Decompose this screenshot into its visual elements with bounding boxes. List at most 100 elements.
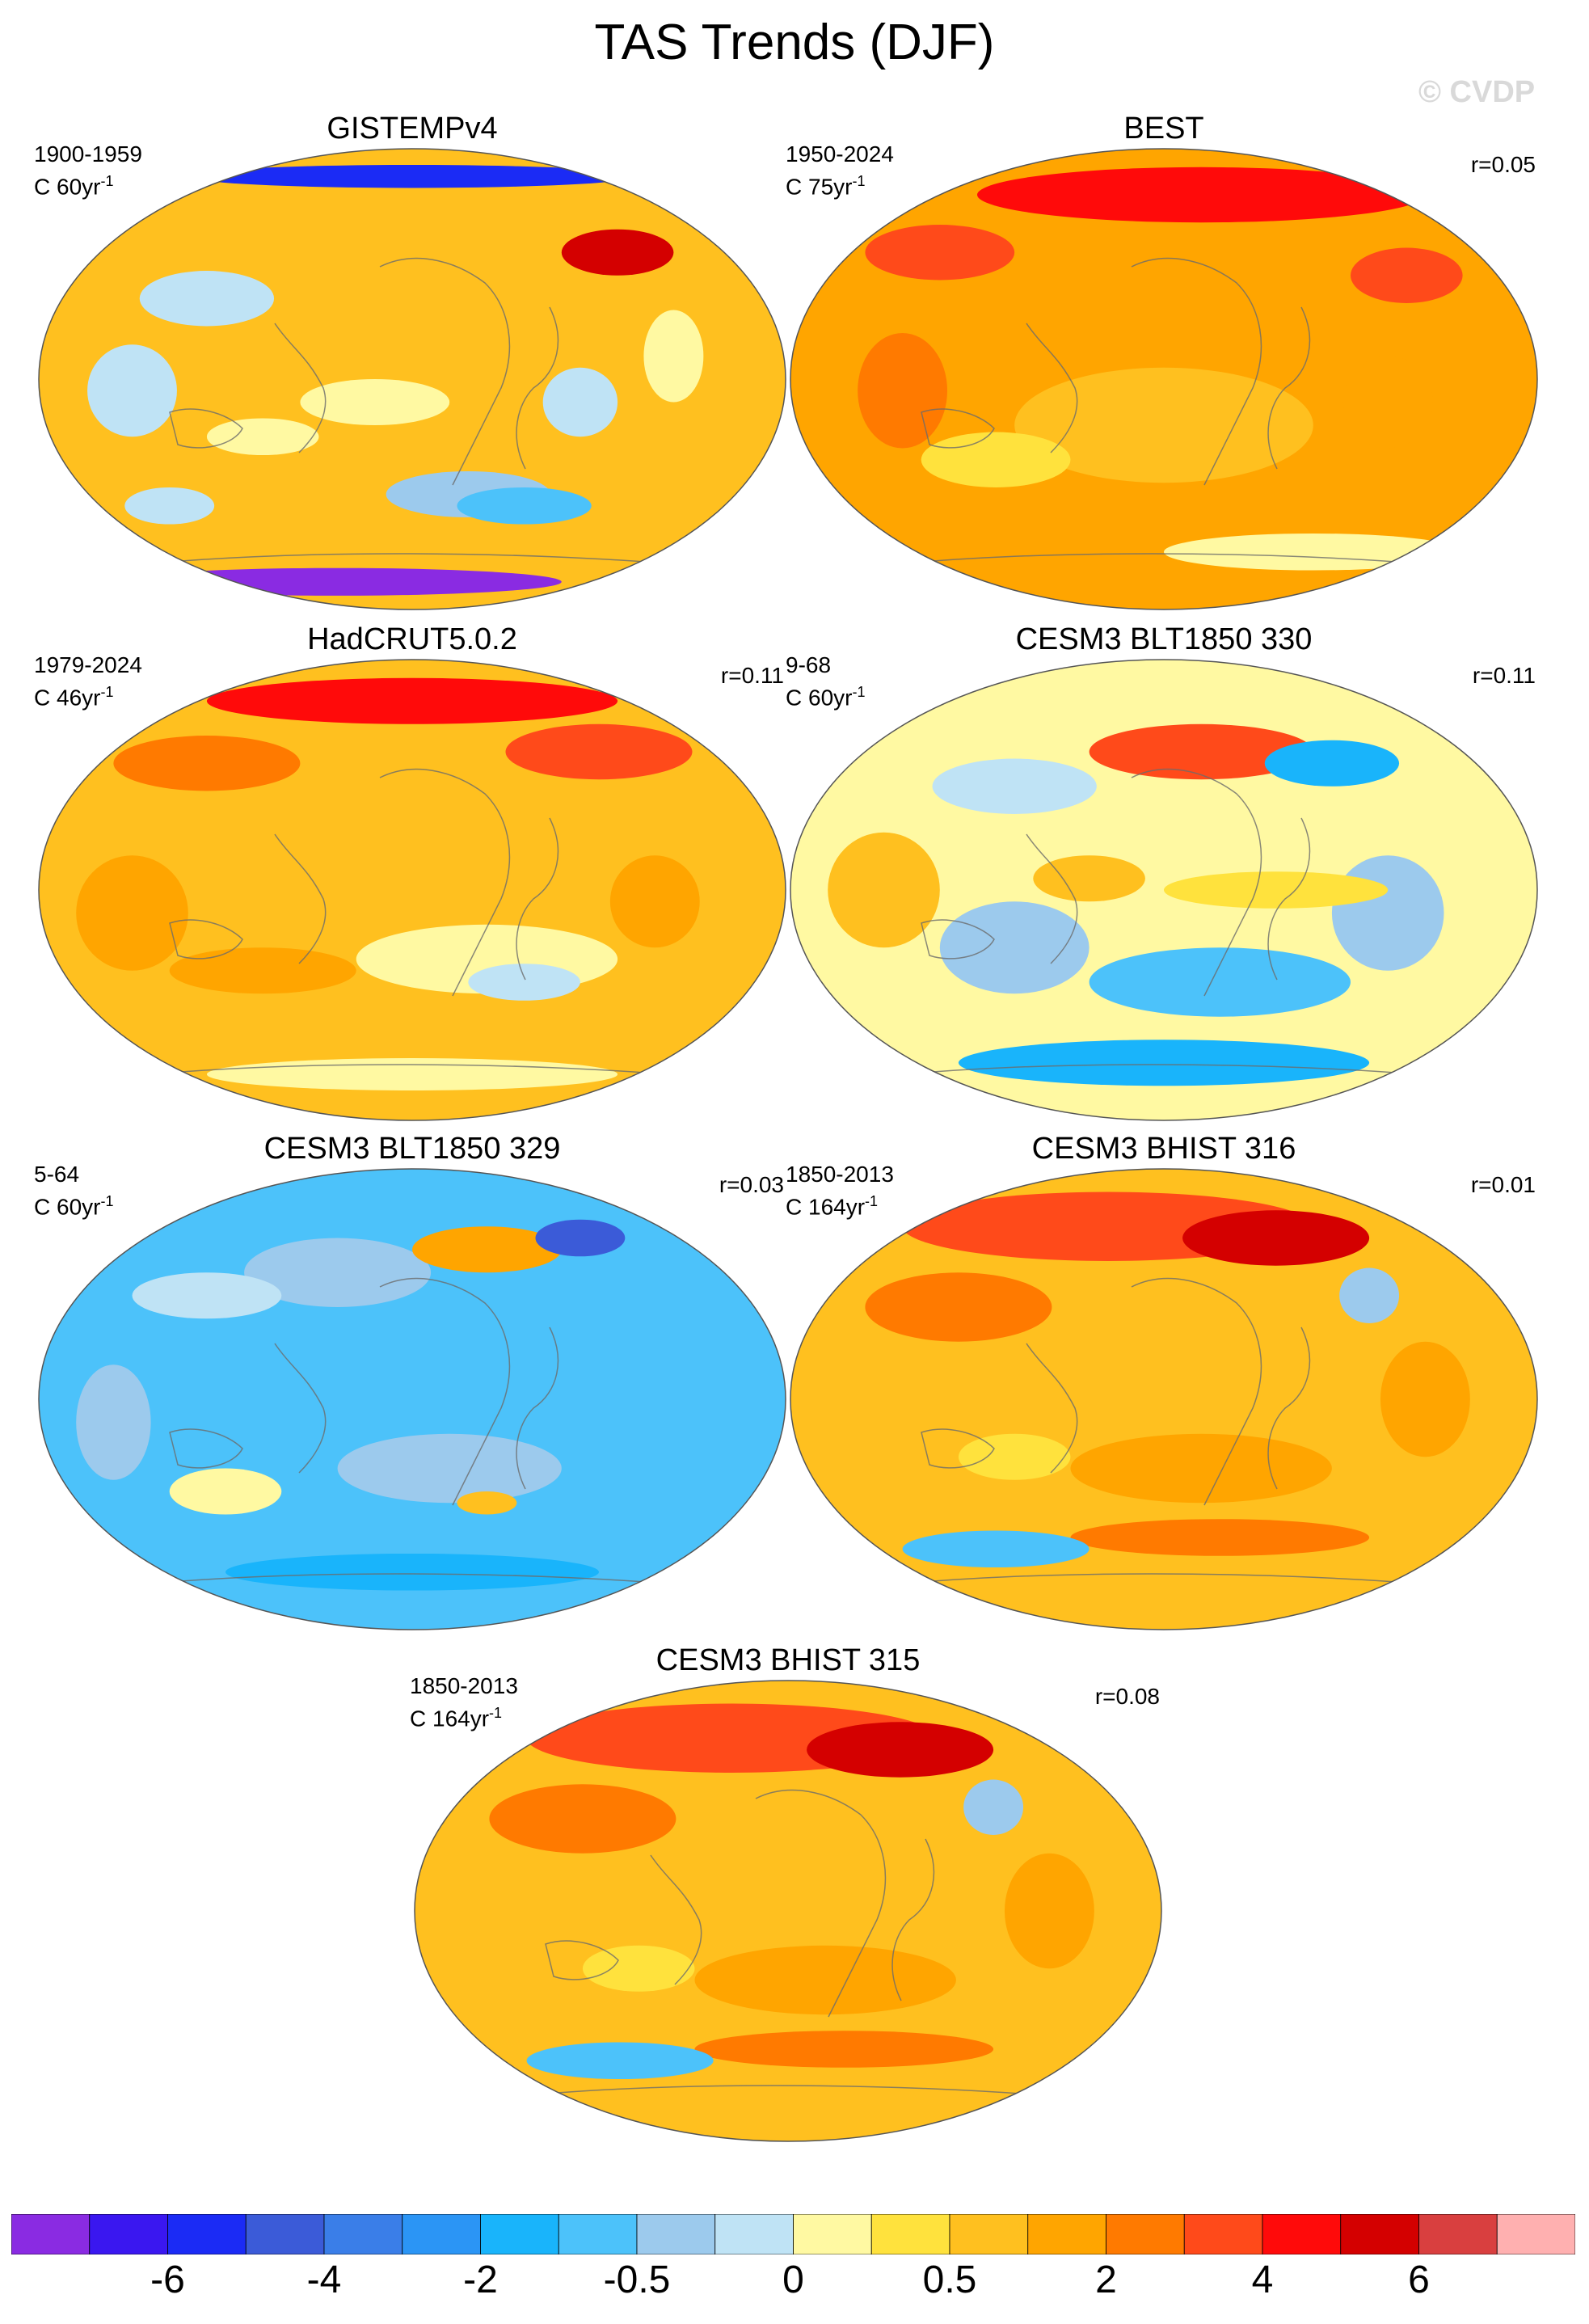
colorbar-swatch <box>949 2214 1029 2254</box>
world-map <box>38 1168 786 1630</box>
trend-contour-region <box>643 310 704 403</box>
period-label: 5-64 <box>34 1162 80 1187</box>
trend-contour-region <box>1014 367 1313 483</box>
trend-units-label: C 60yr-1 <box>34 173 114 200</box>
colorbar-swatch <box>1418 2214 1498 2254</box>
trend-contour-region <box>977 167 1426 223</box>
pattern-correlation-label: r=0.03 <box>719 1172 784 1197</box>
colorbar-tick-label: -6 <box>150 2259 185 2301</box>
panel-title: BEST <box>1123 112 1204 146</box>
trend-units-label: C 46yr-1 <box>34 684 114 711</box>
map-panel: CESM3 BLT1850 329 5-64 C 60yr-1 r=0.03 <box>32 1132 792 1633</box>
coastline <box>880 1064 1448 1078</box>
coastline <box>516 1326 559 1490</box>
coastline <box>1131 257 1262 486</box>
coastline <box>1267 817 1311 981</box>
panel-title: GISTEMPv4 <box>327 112 498 146</box>
colorbar-swatch <box>1027 2214 1106 2254</box>
coastline <box>1267 1326 1311 1490</box>
period-label: 1850-2013 <box>410 1673 518 1698</box>
coastline <box>129 1573 696 1587</box>
trend-contour-region <box>858 333 948 449</box>
colorbar-swatch <box>11 2214 91 2254</box>
trend-units-label: C 60yr-1 <box>34 1193 114 1220</box>
trend-contour-region <box>300 379 450 425</box>
panel-title: CESM3 BLT1850 330 <box>1015 622 1313 656</box>
trend-contour-region <box>807 1722 994 1778</box>
coastline <box>1131 768 1262 997</box>
world-map <box>38 148 786 610</box>
colorbar-tick-label: 2 <box>1095 2259 1117 2301</box>
map-outline <box>38 1168 786 1630</box>
world-map <box>790 659 1538 1121</box>
trend-contour-region <box>412 1226 562 1273</box>
trend-contour-region <box>76 1364 151 1480</box>
map-outline <box>790 1168 1538 1630</box>
trend-contour-region <box>206 677 618 724</box>
map-background-field <box>39 1169 786 1630</box>
trend-contour-region <box>932 758 1097 814</box>
cvdp-watermark: © CVDP <box>1418 75 1536 109</box>
colorbar-swatch <box>558 2214 638 2254</box>
trend-contour-region <box>939 901 1090 994</box>
trend-contour-region <box>76 855 188 971</box>
coastline <box>880 553 1448 567</box>
trend-contour-region <box>87 344 177 437</box>
world-map <box>790 1168 1538 1630</box>
colorbar-tick-label: 6 <box>1408 2259 1430 2301</box>
trend-units-label: C 75yr-1 <box>786 173 866 200</box>
trend-contour-region <box>1182 1210 1370 1266</box>
pattern-correlation-label: r=0.01 <box>1470 1172 1536 1197</box>
colorbar-swatch <box>167 2214 247 2254</box>
map-outline <box>38 148 786 610</box>
coastline <box>1026 833 1078 964</box>
coastline <box>1026 1343 1078 1474</box>
trend-contour-region <box>921 432 1071 487</box>
trend-contour-region <box>828 832 940 948</box>
map-outline <box>38 659 786 1121</box>
map-panel: HadCRUT5.0.2 1979-2024 C 46yr-1 r=0.11 <box>32 622 792 1124</box>
map-panel: CESM3 BHIST 315 1850-2013 C 164yr-1 r=0.08 <box>408 1643 1168 2145</box>
map-panel: BEST 1950-2024 C 75yr-1 r=0.05 <box>784 112 1544 613</box>
trend-contour-region <box>457 1491 517 1515</box>
trend-contour-region <box>457 487 592 525</box>
coastline <box>274 323 327 453</box>
colorbar <box>11 2214 1575 2254</box>
pattern-correlation-label: r=0.05 <box>1470 152 1536 177</box>
trend-contour-region <box>113 567 562 596</box>
map-outline <box>790 659 1538 1121</box>
trend-contour-region <box>169 1468 282 1515</box>
trend-contour-region <box>542 367 618 437</box>
colorbar-swatch <box>793 2214 872 2254</box>
period-label: 1850-2013 <box>786 1162 894 1187</box>
coastline <box>169 1428 243 1469</box>
coastline <box>129 553 696 567</box>
trend-units-label: C 60yr-1 <box>786 684 866 711</box>
coastline <box>169 919 243 960</box>
pattern-correlation-label: r=0.08 <box>1094 1684 1160 1709</box>
world-map <box>790 148 1538 610</box>
panel-title: HadCRUT5.0.2 <box>307 622 517 656</box>
trend-contour-region <box>468 964 580 1001</box>
trend-contour-region <box>526 2042 714 2080</box>
period-label: 1950-2024 <box>786 141 894 167</box>
trend-contour-region <box>489 1784 676 1854</box>
colorbar-swatch <box>1106 2214 1185 2254</box>
coastline <box>379 257 511 486</box>
trend-contour-region <box>1351 247 1463 303</box>
colorbar-tick-label: 0.5 <box>922 2259 977 2301</box>
period-label: 1979-2024 <box>34 652 142 677</box>
trend-contour-region <box>1164 533 1463 571</box>
trend-contour-region <box>694 1945 956 2015</box>
world-map <box>414 1680 1162 2142</box>
colorbar-swatch <box>245 2214 325 2254</box>
coastline <box>274 1343 327 1474</box>
panel-title: CESM3 BHIST 315 <box>655 1643 921 1677</box>
trend-contour-region <box>244 1238 432 1307</box>
colorbar-tick-label: -2 <box>463 2259 498 2301</box>
coastline <box>545 1940 619 1980</box>
trend-contour-region <box>225 1553 599 1591</box>
coastline <box>1026 323 1078 453</box>
colorbar-tick-label: 0 <box>782 2259 804 2301</box>
coastline <box>755 1789 887 2018</box>
